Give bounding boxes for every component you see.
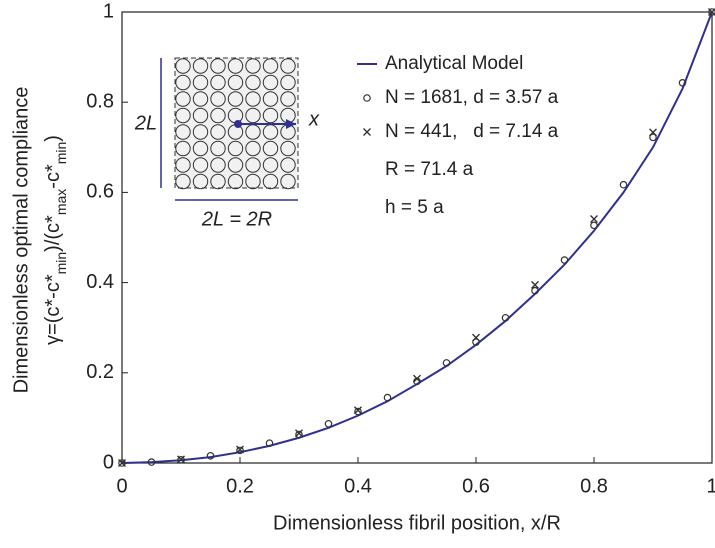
y-tick-label: 0.2 (86, 361, 114, 383)
inset-label: x (308, 108, 320, 130)
circle-marker (620, 182, 626, 188)
y-tick-label: 0.6 (86, 181, 114, 203)
inset-label: 2L = 2R (201, 208, 272, 230)
y-tick-label: 0.8 (86, 90, 114, 112)
y-tick-label: 0.4 (86, 271, 114, 293)
x-tick-label: 0 (116, 475, 127, 497)
cross-marker (591, 216, 598, 223)
y-axis-label: Dimensionless optimal compliance (10, 87, 32, 394)
y-axis-formula: γ=(c*-c*min)/(c*max-c*min) (42, 135, 68, 345)
x-tick-label: 1 (706, 475, 715, 497)
legend-label: N = 441, d = 7.14 a (385, 121, 559, 142)
formula-part: min (53, 252, 69, 275)
y-tick-label: 0 (103, 451, 114, 473)
cross-marker (473, 334, 480, 341)
formula-part: γ=(c*-c* (42, 274, 64, 345)
x-tick-label: 0.2 (226, 475, 254, 497)
cross-marker (650, 129, 657, 136)
circle-marker (561, 257, 567, 263)
x-axis-label: Dimensionless fibril position, x/R (273, 512, 561, 534)
circle-marker (325, 421, 331, 427)
x-tick-label: 0.8 (580, 475, 608, 497)
circle-marker (591, 222, 597, 228)
legend-marker (364, 95, 370, 101)
formula-part: min (53, 142, 69, 165)
legend-label: N = 1681, d = 3.57 a (385, 87, 559, 108)
inset: 2L x 2L = 2R (134, 58, 320, 230)
circle-marker (384, 394, 390, 400)
formula-part: )/(c* (42, 215, 64, 252)
x-tick-label: 0.6 (462, 475, 490, 497)
inset-label: 2L (134, 112, 157, 134)
legend-label: Analytical Model (385, 53, 523, 74)
x-tick-label: 0.4 (344, 475, 372, 497)
formula-part: max (53, 189, 69, 215)
annotation: R = 71.4 a (385, 159, 474, 180)
legend-marker (364, 129, 371, 136)
formula-part: -c* (42, 164, 64, 189)
annotation: h = 5 a (385, 197, 444, 218)
formula-part: ) (42, 135, 64, 142)
y-tick-label: 1 (103, 0, 114, 22)
